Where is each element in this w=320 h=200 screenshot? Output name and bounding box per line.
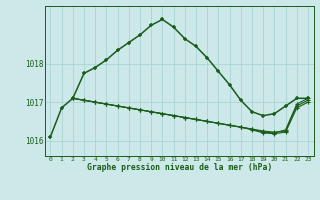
X-axis label: Graphe pression niveau de la mer (hPa): Graphe pression niveau de la mer (hPa) (87, 163, 272, 172)
